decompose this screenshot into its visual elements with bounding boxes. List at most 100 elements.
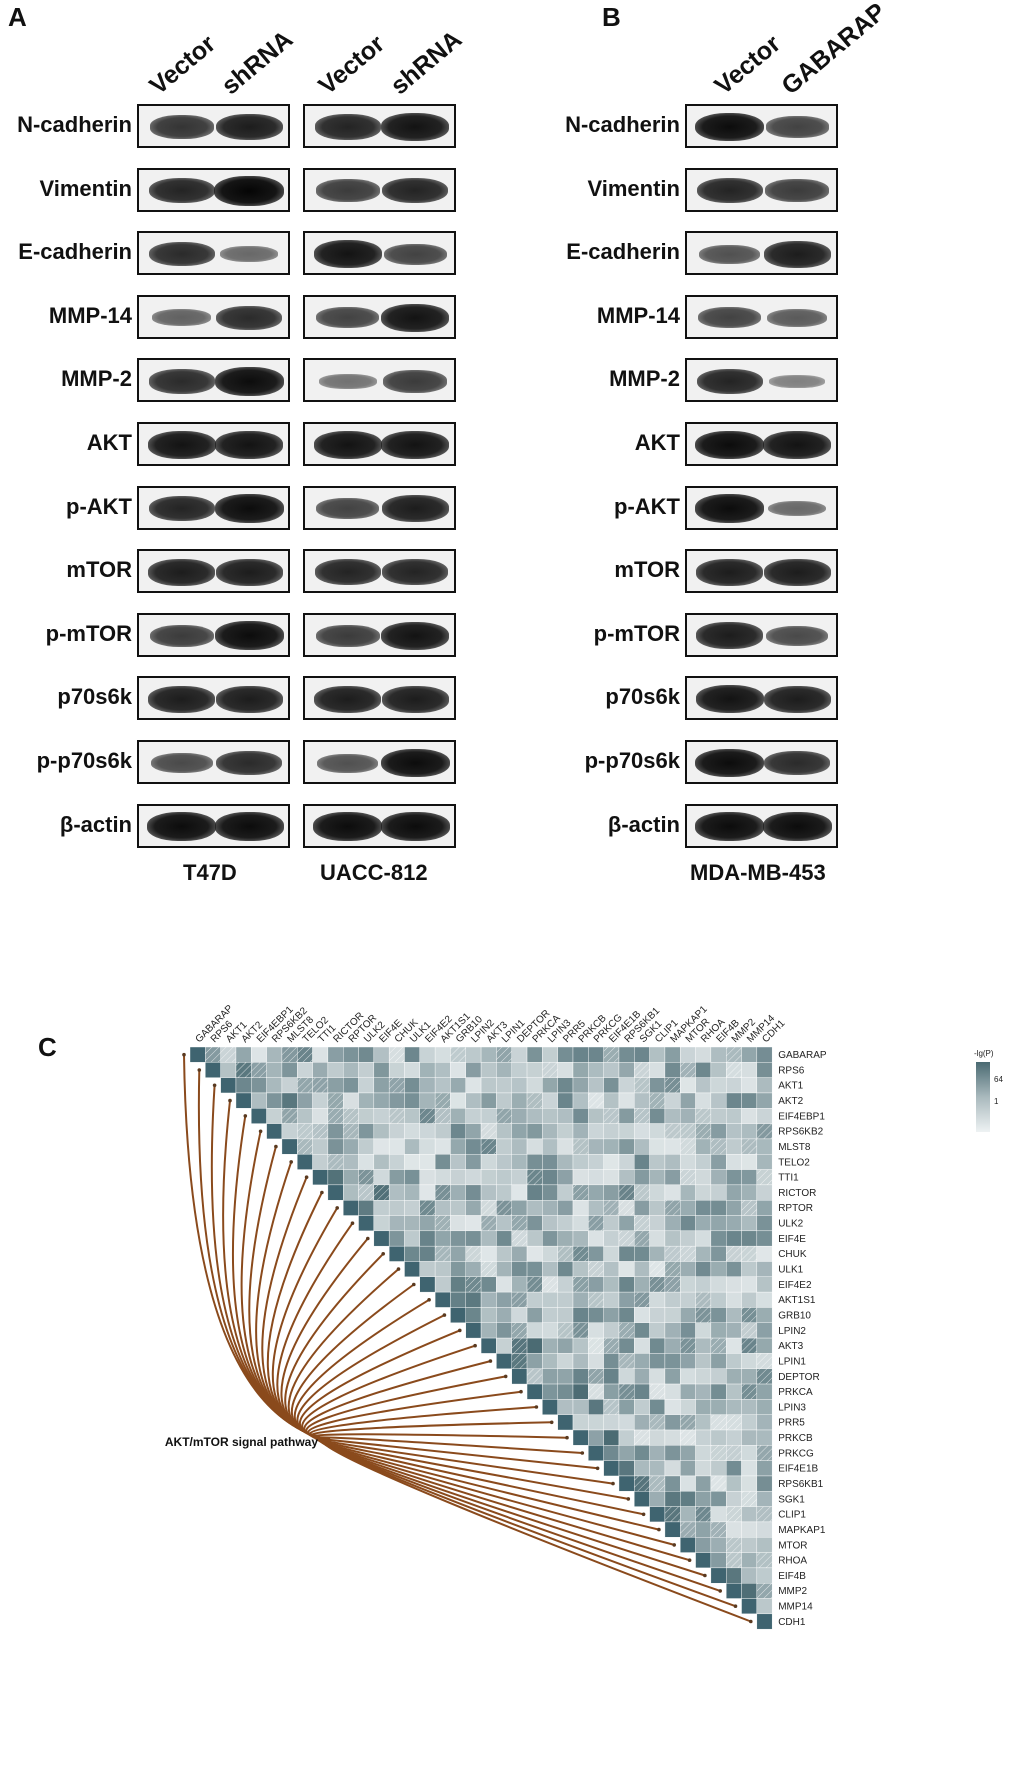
protein-band (381, 177, 449, 204)
pathway-link-end (657, 1527, 661, 1532)
heatmap-cell (741, 1429, 758, 1446)
heatmap-cell (404, 1138, 421, 1155)
heatmap-cell (618, 1154, 635, 1170)
pathway-link-end (611, 1481, 615, 1486)
heatmap-cell (710, 1230, 727, 1247)
heatmap-cell (557, 1245, 574, 1262)
heatmap-column-label: AKT3 (485, 1019, 511, 1045)
heatmap-cell (434, 1138, 451, 1155)
heatmap-cell (634, 1368, 650, 1385)
pathway-link-curve (310, 1421, 552, 1441)
heatmap-cell (496, 1215, 512, 1232)
blot-box (685, 294, 838, 339)
heatmap-cell (664, 1169, 681, 1186)
heatmap-hatch (756, 1506, 773, 1522)
heatmap-cell (404, 1215, 421, 1232)
heatmap-cell (572, 1077, 589, 1094)
protein-label-a: Vimentin (39, 175, 132, 201)
heatmap-cell (741, 1077, 758, 1094)
heatmap-cell (343, 1062, 359, 1078)
pathway-link-end (381, 1252, 386, 1256)
heatmap-cell (680, 1215, 696, 1232)
heatmap-cell (572, 1108, 589, 1124)
protein-band (763, 240, 831, 268)
heatmap-cell (220, 1046, 237, 1063)
heatmap-cell (297, 1108, 313, 1124)
protein-band (148, 686, 216, 713)
heatmap-cell (680, 1230, 696, 1247)
heatmap-cell (726, 1062, 742, 1078)
heatmap-cell (572, 1337, 589, 1354)
heatmap-cell (480, 1184, 497, 1201)
heatmap-cell (588, 1276, 604, 1293)
heatmap-hatch (220, 1047, 236, 1063)
heatmap-cell (695, 1337, 712, 1354)
heatmap-column-label: SGK1 (638, 1018, 665, 1045)
heatmap-cell (664, 1445, 681, 1461)
heatmap-cell (205, 1062, 221, 1078)
protein-band (316, 307, 380, 329)
heatmap-row-label: EIF4EBP1 (778, 1111, 825, 1122)
heatmap-cell (695, 1521, 712, 1538)
heatmap-cell (680, 1291, 696, 1308)
heatmap-cell (618, 1337, 635, 1354)
heatmap-cell (343, 1092, 359, 1109)
heatmap-hatch (435, 1108, 451, 1124)
heatmap-cell (588, 1245, 604, 1262)
pathway-link-curve (240, 1131, 331, 1441)
heatmap-cell (710, 1322, 727, 1339)
heatmap-cell (511, 1154, 528, 1170)
heatmap-cell (756, 1582, 773, 1599)
heatmap-cell (710, 1307, 727, 1323)
heatmap-cell (251, 1046, 267, 1063)
column-label-vector-uacc: Vector (313, 29, 390, 101)
heatmap-hatch (710, 1445, 727, 1461)
heatmap-cell (741, 1062, 758, 1078)
heatmap-cell (695, 1154, 712, 1170)
heatmap-column-label: AKT1S1 (439, 1011, 473, 1045)
heatmap-cell (557, 1414, 574, 1431)
heatmap-hatch (618, 1353, 635, 1369)
heatmap-cell (726, 1414, 742, 1431)
heatmap-cell (450, 1108, 466, 1124)
heatmap-hatch (527, 1169, 543, 1185)
protein-label-a: p-p70s6k (36, 748, 132, 773)
heatmap-cell (726, 1552, 742, 1569)
heatmap-cell (695, 1077, 712, 1094)
heatmap-cell (680, 1154, 696, 1170)
heatmap-row-label: MAPKAP1 (778, 1525, 826, 1536)
heatmap-cell (680, 1491, 696, 1507)
heatmap-row-label: PRKCA (778, 1387, 813, 1398)
heatmap-cell (634, 1108, 650, 1124)
heatmap-cell (726, 1199, 742, 1216)
pathway-link-end (672, 1543, 676, 1547)
pathway-link-curve (319, 1438, 675, 1546)
heatmap-cell (572, 1368, 589, 1385)
heatmap-cell (327, 1092, 344, 1109)
heatmap-cell (480, 1291, 497, 1308)
heatmap-hatch (680, 1062, 696, 1078)
heatmap-hatch (695, 1108, 711, 1124)
heatmap-hatch (481, 1123, 497, 1139)
heatmap-cell (603, 1154, 620, 1170)
heatmap-cell (756, 1138, 773, 1155)
heatmap-cell (480, 1108, 497, 1124)
heatmap-cell (404, 1077, 421, 1094)
heatmap-column-label: MLST8 (285, 1014, 316, 1045)
heatmap-row-label: LPIN3 (778, 1402, 806, 1413)
heatmap-hatch (710, 1138, 727, 1155)
heatmap-cell (434, 1062, 451, 1078)
heatmap-cell (496, 1138, 512, 1155)
heatmap-cell (526, 1169, 543, 1186)
heatmap-cell (496, 1291, 512, 1308)
heatmap-cell (404, 1062, 421, 1078)
protein-band (763, 431, 832, 459)
pathway-link-end (519, 1389, 523, 1394)
heatmap-cell (695, 1062, 712, 1078)
heatmap-cell (756, 1353, 773, 1369)
heatmap-hatch (373, 1184, 390, 1201)
pathway-link-end (182, 1052, 186, 1057)
panel-b-letter: B (602, 2, 621, 32)
heatmap-cell (526, 1368, 543, 1385)
heatmap-hatch (618, 1230, 635, 1247)
